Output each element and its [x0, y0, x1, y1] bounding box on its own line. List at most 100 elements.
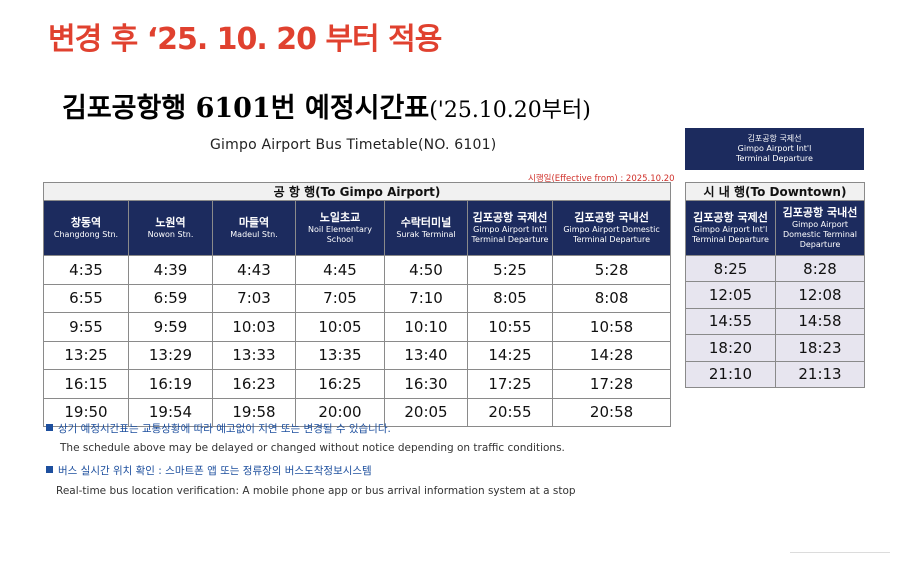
departure-time-cell: 8:05	[467, 283, 553, 313]
departure-time-cell: 5:28	[551, 255, 672, 285]
effective-date: 시행일(Effective from) : 2025.10.20	[528, 174, 675, 184]
departure-time-cell: 8:28	[775, 254, 865, 283]
bullet-square-icon	[46, 424, 53, 431]
side-header-en2: Terminal Departure	[736, 154, 813, 163]
departure-time-cell: 20:58	[551, 397, 672, 427]
departure-time-cell: 12:08	[775, 281, 865, 309]
departure-time-cell: 18:23	[775, 334, 865, 362]
change-notice-banner: 변경 후 ‘25. 10. 20 부터 적용	[48, 22, 442, 57]
departure-time-cell: 20:55	[467, 397, 553, 427]
downtown-time-row: 21:10 21:13	[685, 360, 865, 388]
watermark-divider	[790, 552, 890, 553]
departure-time-cell: 4:35	[43, 255, 129, 285]
stop-name-ko: 김포공항 국제선	[472, 211, 548, 224]
departure-time-cell: 9:59	[128, 312, 213, 342]
stop-name-ko: 김포공항 국제선	[693, 211, 768, 224]
stop-name-en: Departure	[799, 240, 841, 249]
departure-time-cell: 17:25	[467, 369, 553, 399]
departure-time-cell: 6:59	[128, 283, 213, 313]
stop-name-ko: 김포공항 국내선	[782, 206, 858, 219]
stop-name-en: Madeul Stn.	[230, 230, 278, 239]
bullet-square-icon	[46, 466, 53, 473]
stop-name-en: Terminal Departure	[471, 235, 549, 244]
airport-stop-header: 김포공항 국내선 Gimpo Airport Domestic Terminal D…	[551, 200, 672, 256]
downtown-time-row: 18:20 18:23	[685, 334, 865, 362]
departure-time-cell: 10:05	[295, 312, 385, 342]
stop-name-ko: 수락터미널	[400, 216, 452, 229]
departure-time-cell: 16:19	[128, 369, 213, 399]
stop-name-ko: 김포공항 국내선	[574, 211, 649, 224]
stop-name-en: Noil Elementary School	[308, 225, 372, 244]
stop-name-ko: 창동역	[70, 216, 102, 229]
to-downtown-timetable: 시 내 행(To Downtown) 김포공항 국제선 Gimpo Airport…	[685, 182, 865, 388]
departure-time-cell: 10:58	[551, 312, 672, 342]
departure-time-cell: 19:58	[212, 397, 296, 427]
downtown-time-row: 8:25 8:28	[685, 254, 865, 283]
departure-time-cell: 9:55	[43, 312, 129, 342]
departure-time-cell: 18:20	[685, 334, 776, 362]
departure-time-cell: 6:55	[43, 283, 129, 313]
stop-name-en: Surak Terminal	[396, 230, 456, 239]
departure-time-cell: 21:10	[685, 360, 776, 388]
downtown-side-header: 김포공항 국제선 Gimpo Airport Int'l Terminal De…	[685, 128, 864, 170]
stop-name-en: Gimpo Airport Int'l	[473, 225, 547, 234]
departure-time-cell: 20:00	[295, 397, 385, 427]
english-title: Gimpo Airport Bus Timetable(NO. 6101)	[210, 137, 497, 153]
departure-time-cell: 13:40	[384, 340, 468, 370]
airport-time-row: 6:55 6:59 7:03 7:05 7:10 8:05 8:08	[43, 283, 672, 313]
departure-time-cell: 14:28	[551, 340, 672, 370]
downtown-time-row: 12:05 12:08	[685, 281, 865, 309]
departure-time-cell: 14:25	[467, 340, 553, 370]
downtown-stop-header: 김포공항 국제선 Gimpo Airport Int'l Terminal Depa…	[685, 200, 776, 256]
airport-stop-header: 마들역 Madeul Stn.	[212, 200, 296, 256]
note-realtime-ko: 버스 실시간 위치 확인 : 스마트폰 앱 또는 정류장의 버스도착정보시스템	[46, 463, 372, 478]
departure-time-cell: 7:03	[212, 283, 296, 313]
departure-time-cell: 7:10	[384, 283, 468, 313]
departure-time-cell: 13:33	[212, 340, 296, 370]
stop-name-ko: 노원역	[155, 216, 186, 229]
page-title-date: ('25.10.20부터)	[429, 98, 591, 123]
departure-time-cell: 10:55	[467, 312, 553, 342]
stop-name-ko: 노일초교	[319, 211, 361, 224]
departure-time-cell: 19:54	[128, 397, 213, 427]
departure-time-cell: 20:05	[384, 397, 468, 427]
side-header-ko: 김포공항 국제선	[747, 134, 802, 143]
airport-time-row: 4:35 4:39 4:43 4:45 4:50 5:25 5:28	[43, 255, 672, 285]
airport-stop-header: 노일초교 Noil Elementary School	[295, 200, 385, 256]
airport-time-row: 16:15 16:19 16:23 16:25 16:30 17:25 17:28	[43, 369, 672, 399]
departure-time-cell: 13:29	[128, 340, 213, 370]
departure-time-cell: 17:28	[551, 369, 672, 399]
page-title-main: 김포공항행 6101번 예정시간표	[62, 93, 430, 124]
to-airport-section-title: 공 항 행(To Gimpo Airport)	[42, 182, 672, 201]
stop-name-en: Gimpo Airport	[791, 220, 849, 229]
downtown-stop-header: 김포공항 국내선 Gimpo Airport Domestic Terminal De…	[775, 200, 865, 256]
to-airport-timetable: 공 항 행(To Gimpo Airport) 창동역 Changdong Stn…	[42, 182, 672, 427]
departure-time-cell: 4:43	[212, 255, 296, 285]
stop-name-en: Domestic Terminal	[782, 230, 858, 239]
stop-name-en: Gimpo Airport Int'l	[693, 225, 768, 234]
departure-time-cell: 16:23	[212, 369, 296, 399]
departure-time-cell: 19:50	[43, 397, 129, 427]
side-header-en1: Gimpo Airport Int'l	[737, 144, 812, 153]
departure-time-cell: 13:35	[295, 340, 385, 370]
stop-name-en: Nowon Stn.	[147, 230, 194, 239]
stop-name-en: Terminal Departure	[573, 235, 651, 244]
departure-time-cell: 14:58	[775, 307, 865, 336]
departure-time-cell: 13:25	[43, 340, 129, 370]
departure-time-cell: 21:13	[775, 360, 865, 388]
stop-name-en: Terminal Departure	[692, 235, 769, 244]
departure-time-cell: 7:05	[295, 283, 385, 313]
departure-time-cell: 16:30	[384, 369, 468, 399]
airport-stop-header: 수락터미널 Surak Terminal	[384, 200, 468, 256]
departure-time-cell: 12:05	[685, 281, 776, 309]
departure-time-cell: 4:39	[128, 255, 213, 285]
departure-time-cell: 16:25	[295, 369, 385, 399]
departure-time-cell: 8:25	[685, 254, 776, 283]
departure-time-cell: 10:03	[212, 312, 296, 342]
page-title: 김포공항행 6101번 예정시간표('25.10.20부터)	[62, 86, 591, 125]
airport-stop-header: 노원역 Nowon Stn.	[128, 200, 213, 256]
airport-time-row: 9:55 9:59 10:03 10:05 10:10 10:55 10:58	[43, 312, 672, 342]
airport-time-row: 19:50 19:54 19:58 20:00 20:05 20:55 20:58	[43, 397, 672, 427]
departure-time-cell: 14:55	[685, 307, 776, 336]
departure-time-cell: 16:15	[43, 369, 129, 399]
